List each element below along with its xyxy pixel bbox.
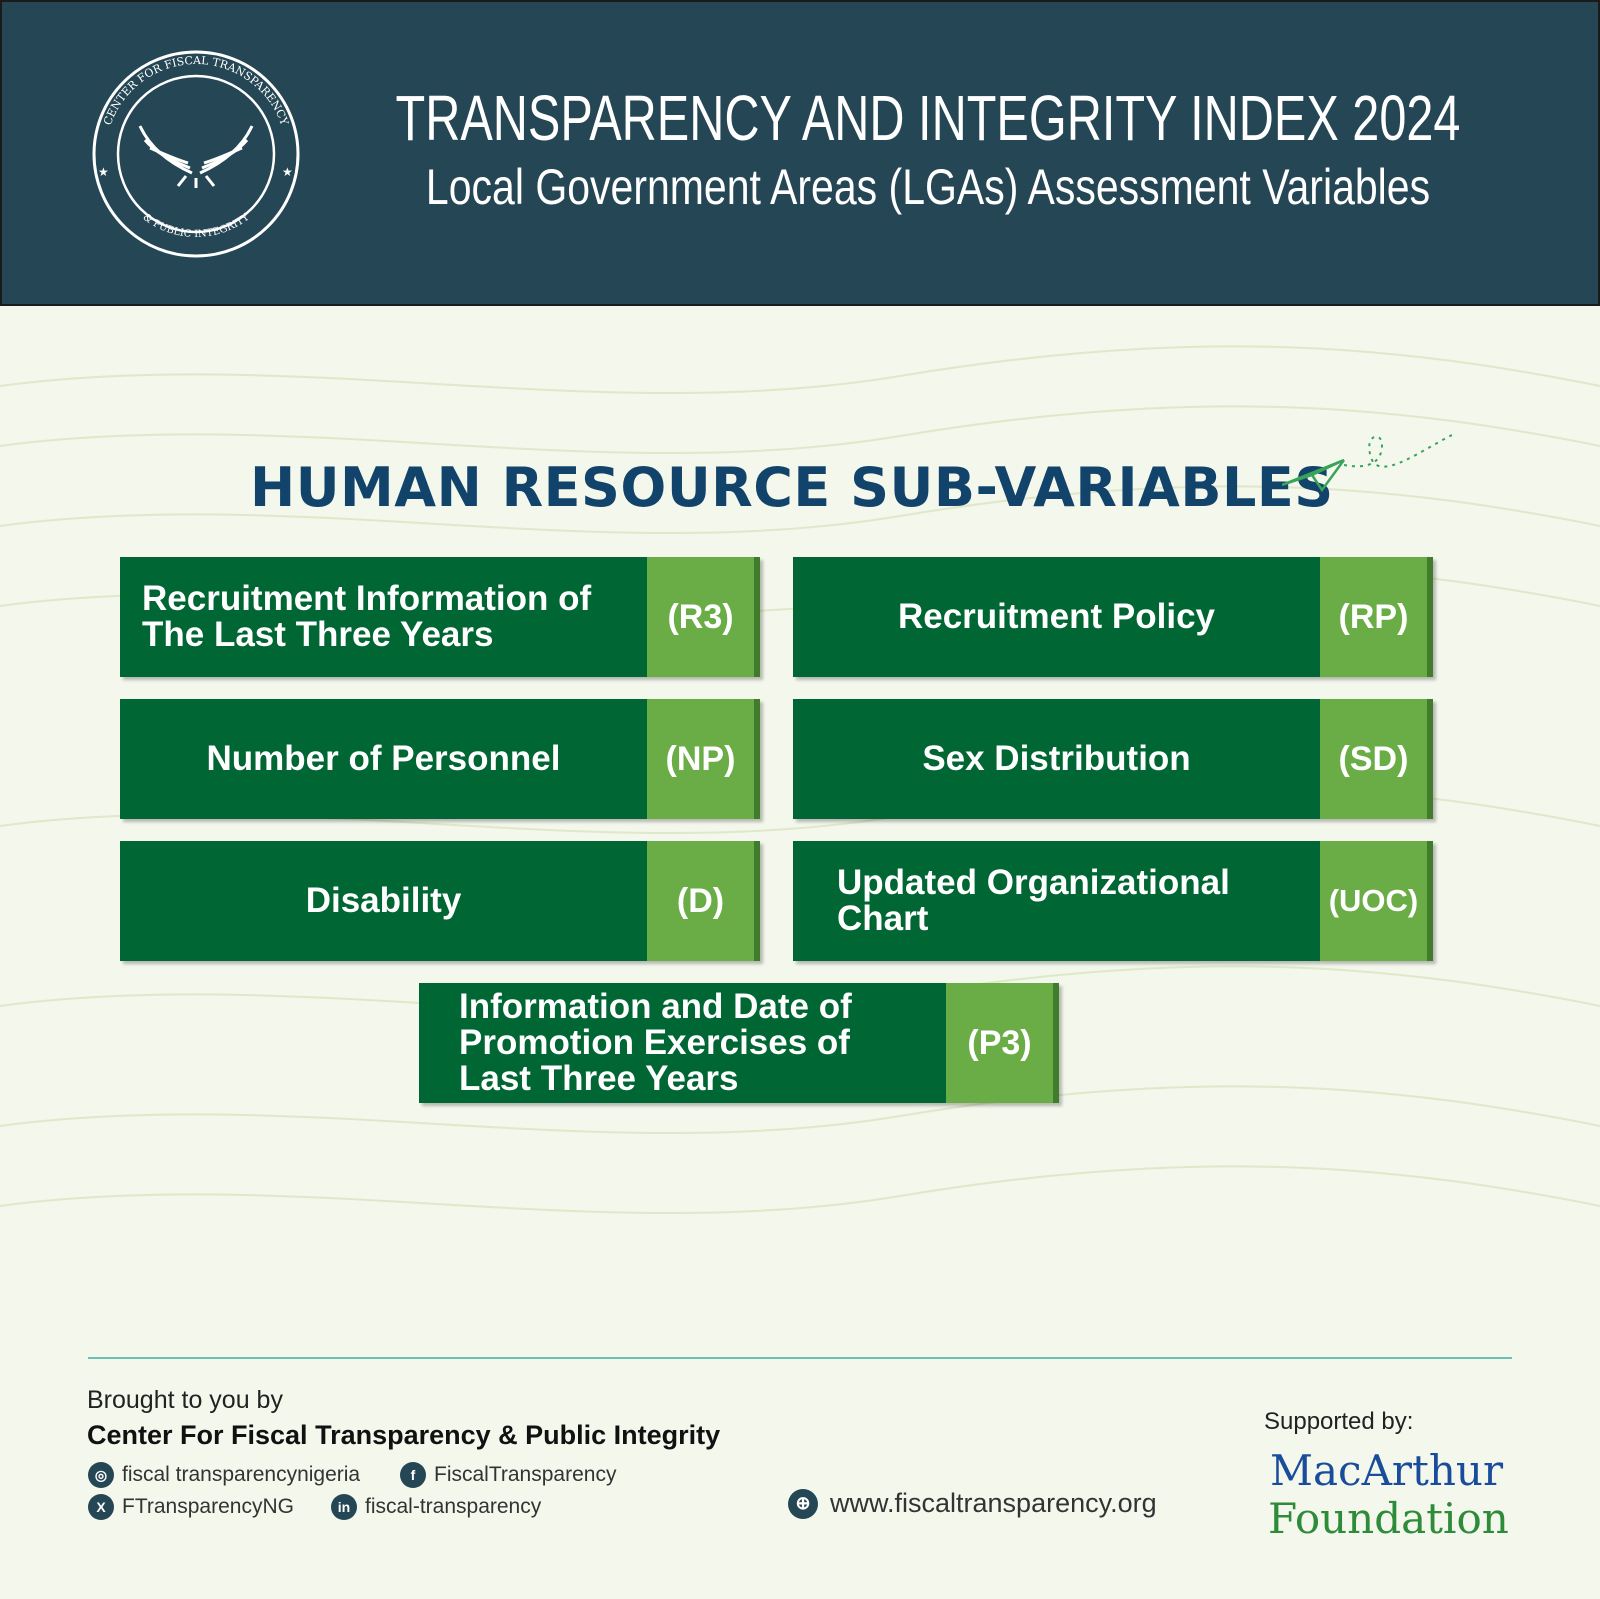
variable-label: Disability: [120, 841, 647, 961]
page-title: TRANSPARENCY AND INTEGRITY INDEX 2024: [395, 82, 1461, 154]
variable-card-r3: Recruitment Information of The Last Thre…: [120, 557, 760, 677]
variable-code: (RP): [1320, 557, 1433, 677]
facebook-link[interactable]: f FiscalTransparency: [400, 1462, 616, 1488]
linkedin-icon: in: [331, 1494, 357, 1520]
brought-by-label: Brought to you by: [87, 1386, 283, 1414]
x-icon: X: [88, 1494, 114, 1520]
globe-icon: ⊕: [788, 1488, 818, 1519]
page-subtitle: Local Government Areas (LGAs) Assessment…: [425, 159, 1431, 215]
paper-plane-icon: [1282, 434, 1453, 493]
star-icon: ★: [282, 165, 293, 179]
variable-card-d: Disability (D): [120, 841, 760, 961]
supported-by-label: Supported by:: [1264, 1408, 1414, 1435]
variable-label: Number of Personnel: [120, 699, 647, 819]
variable-card-rp: Recruitment Policy (RP): [793, 557, 1433, 677]
variable-card-np: Number of Personnel (NP): [120, 699, 760, 819]
instagram-link[interactable]: ◎ fiscal transparencynigeria: [88, 1462, 360, 1488]
website-url: www.fiscaltransparency.org: [830, 1488, 1157, 1518]
variable-code: (D): [647, 841, 760, 961]
x-handle: FTransparencyNG: [122, 1495, 294, 1518]
variable-code: (UOC): [1320, 841, 1433, 961]
star-icon: ★: [98, 165, 109, 179]
variable-card-uoc: Updated Organizational Chart (UOC): [793, 841, 1433, 961]
facebook-icon: f: [400, 1462, 426, 1488]
footer-divider: [88, 1357, 1512, 1359]
instagram-icon: ◎: [88, 1462, 114, 1488]
variable-code: (P3): [946, 983, 1059, 1103]
wings-icon: [138, 125, 254, 188]
organization-name: Center For Fiscal Transparency & Public …: [87, 1420, 721, 1450]
variable-card-p3: Information and Date of Promotion Exerci…: [419, 983, 1059, 1103]
variable-label: Sex Distribution: [793, 699, 1320, 819]
variable-label: Recruitment Information of The Last Thre…: [120, 557, 647, 677]
svg-text:CENTER FOR FISCAL TRANSPARENCY: CENTER FOR FISCAL TRANSPARENCY: [101, 54, 291, 128]
organization-logo: CENTER FOR FISCAL TRANSPARENCY & PUBLIC …: [92, 50, 300, 258]
linkedin-handle: fiscal-transparency: [365, 1495, 542, 1518]
variable-label: Updated Organizational Chart: [793, 841, 1320, 961]
svg-text:& PUBLIC INTEGRITY: & PUBLIC INTEGRITY: [141, 212, 252, 240]
header-banner: CENTER FOR FISCAL TRANSPARENCY & PUBLIC …: [0, 0, 1600, 306]
website-link[interactable]: ⊕ www.fiscaltransparency.org: [788, 1488, 1157, 1519]
sponsor-logo-line2: Foundation: [1268, 1494, 1509, 1543]
x-link[interactable]: X FTransparencyNG: [88, 1494, 294, 1520]
linkedin-link[interactable]: in fiscal-transparency: [331, 1494, 541, 1520]
variable-code: (SD): [1320, 699, 1433, 819]
instagram-handle: fiscal transparencynigeria: [122, 1463, 361, 1486]
facebook-handle: FiscalTransparency: [434, 1463, 617, 1486]
variable-label: Recruitment Policy: [793, 557, 1320, 677]
variable-card-sd: Sex Distribution (SD): [793, 699, 1433, 819]
variable-label: Information and Date of Promotion Exerci…: [419, 983, 946, 1103]
variable-code: (R3): [647, 557, 760, 677]
variable-code: (NP): [647, 699, 760, 819]
sponsor-logo-line1: MacArthur: [1270, 1446, 1504, 1495]
section-title: HUMAN RESOURCE SUB-VARIABLES: [250, 456, 1334, 519]
